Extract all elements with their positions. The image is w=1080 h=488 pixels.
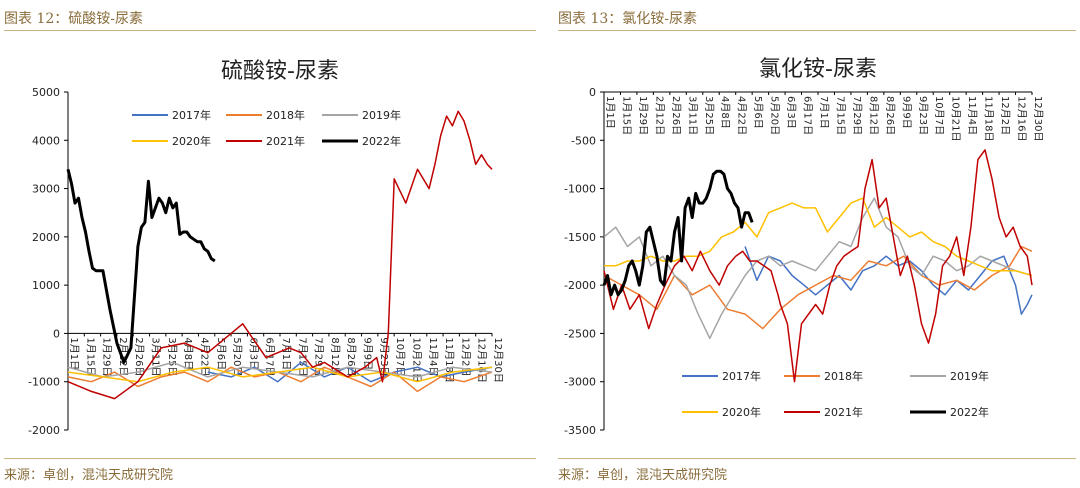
x-tick-label: 3月25日 xyxy=(703,96,715,135)
legend-label: 2018年 xyxy=(824,369,863,383)
x-tick-label: 3月11日 xyxy=(686,96,698,135)
x-tick-label: 5月6日 xyxy=(215,337,227,370)
y-tick-label: 2000 xyxy=(32,231,60,244)
x-tick-label: 1月1日 xyxy=(604,96,616,129)
x-tick-label: 10月7日 xyxy=(933,96,945,135)
legend-label: 2019年 xyxy=(950,369,989,383)
x-tick-label: 1月1日 xyxy=(68,337,80,370)
series-line-2019年 xyxy=(603,197,1033,340)
chart-left: 硫酸铵-尿素 5000 4000 3000 2000 1000 0 -1000 -2000 1月1… xyxy=(28,59,504,437)
y-tick-label: -1500 xyxy=(564,231,596,244)
y-tick-label: -1000 xyxy=(28,376,60,389)
legend-label: 2020年 xyxy=(722,405,761,419)
series-line-2021年 xyxy=(67,110,493,400)
x-tick-label: 5月20日 xyxy=(769,96,781,135)
x-tick-label: 3月25日 xyxy=(166,337,178,376)
x-tick-label: 9月23日 xyxy=(917,96,929,135)
x-tick-label: 7月1日 xyxy=(280,337,292,370)
y-tick-label: -500 xyxy=(571,134,596,147)
legend-label: 2022年 xyxy=(362,134,401,148)
y-tick-label: -3500 xyxy=(564,424,596,437)
bottom-divider xyxy=(4,458,536,459)
top-divider xyxy=(558,30,1076,31)
y-tick-label: -2000 xyxy=(564,279,596,292)
x-tick-label: 11月18日 xyxy=(983,96,995,141)
y-tick-label: -1000 xyxy=(564,183,596,196)
x-tick-label: 7月29日 xyxy=(851,96,863,135)
figure-caption: 图表 12：硫酸铵-尿素 xyxy=(4,11,143,27)
x-tick-label: 5月6日 xyxy=(752,96,764,129)
y-tick-label: 4000 xyxy=(32,134,60,147)
legend-label: 2021年 xyxy=(266,134,305,148)
legend-label: 2017年 xyxy=(172,108,211,122)
x-tick-label: 8月12日 xyxy=(867,96,879,135)
right-panel: 图表 13：氯化铵-尿素 氯化铵-尿素 0 -500 -1000 -1500 -2000 -… xyxy=(540,0,1080,488)
series-line-2021年 xyxy=(603,149,1033,383)
x-tick-label: 12月16日 xyxy=(1016,96,1028,141)
x-tick-label: 1月29日 xyxy=(637,96,649,135)
y-tick-label: -2000 xyxy=(28,424,60,437)
figure-caption: 图表 13：氯化铵-尿素 xyxy=(558,11,697,27)
x-tick-label: 8月26日 xyxy=(884,96,896,135)
legend-label: 2020年 xyxy=(172,134,211,148)
x-tick-label: 11月4日 xyxy=(966,96,978,135)
x-tick-label: 10月7日 xyxy=(394,337,406,376)
x-tick-label: 6月17日 xyxy=(802,96,814,135)
x-tick-label: 2月26日 xyxy=(133,337,145,376)
x-tick-label: 12月2日 xyxy=(459,337,471,376)
x-tick-label: 7月15日 xyxy=(834,96,846,135)
x-tick-label: 8月26日 xyxy=(345,337,357,376)
series-line-2022年 xyxy=(602,169,754,297)
x-tick-label: 4月22日 xyxy=(198,337,210,376)
x-tick-label: 6月3日 xyxy=(247,337,259,370)
y-tick-label: 1000 xyxy=(32,279,60,292)
legend-label: 2018年 xyxy=(266,108,305,122)
x-tick-label: 10月21日 xyxy=(950,96,962,141)
y-tick-label: 5000 xyxy=(32,86,60,99)
x-tick-label: 1月15日 xyxy=(620,96,632,135)
y-tick-label: 0 xyxy=(53,327,60,340)
source-note: 来源：卓创，混沌天成研究院 xyxy=(4,468,174,483)
x-tick-label: 6月17日 xyxy=(264,337,276,376)
top-divider xyxy=(4,30,536,31)
chart-title: 硫酸铵-尿素 xyxy=(221,59,339,84)
left-panel: 图表 12：硫酸铵-尿素 硫酸铵-尿素 5000 4000 3000 2000 1000 0… xyxy=(4,11,536,483)
x-tick-label: 4月8日 xyxy=(719,96,731,129)
x-tick-label: 11月4日 xyxy=(427,337,439,376)
y-tick-label: -3000 xyxy=(564,376,596,389)
x-tick-label: 12月30日 xyxy=(492,337,504,382)
x-tick-label: 4月22日 xyxy=(736,96,748,135)
x-tick-label: 6月3日 xyxy=(785,96,797,129)
bottom-divider xyxy=(558,458,1076,459)
series-line-2022年 xyxy=(66,168,216,364)
y-tick-label: 3000 xyxy=(32,183,60,196)
series-line-2017年 xyxy=(744,246,1033,315)
chart-title: 氯化铵-尿素 xyxy=(759,57,877,82)
series-line-2020年 xyxy=(604,197,1033,277)
y-tick-label: 0 xyxy=(589,86,596,99)
legend-label: 2021年 xyxy=(824,405,863,419)
x-tick-label: 1月15日 xyxy=(84,337,96,376)
x-tick-label: 4月8日 xyxy=(182,337,194,370)
legend-label: 2022年 xyxy=(950,405,989,419)
x-tick-label: 12月2日 xyxy=(999,96,1011,135)
x-tick-label: 7月15日 xyxy=(296,337,308,376)
y-tick-label: -2500 xyxy=(564,327,596,340)
x-tick-label: 2月26日 xyxy=(670,96,682,135)
x-tick-label: 2月12日 xyxy=(653,96,665,135)
x-tick-label: 7月1日 xyxy=(818,96,830,129)
x-tick-label: 10月21日 xyxy=(410,337,422,382)
legend-label: 2019年 xyxy=(362,108,401,122)
x-tick-label: 12月30日 xyxy=(1032,96,1044,141)
legend-label: 2017年 xyxy=(722,369,761,383)
chart-right: 氯化铵-尿素 0 -500 -1000 -1500 -2000 -2500 -3000 -350… xyxy=(564,57,1044,437)
x-tick-label: 5月20日 xyxy=(231,337,243,376)
x-tick-label: 9月9日 xyxy=(900,96,912,129)
source-note: 来源：卓创，混沌天成研究院 xyxy=(558,468,728,483)
x-tick-label: 1月29日 xyxy=(101,337,113,376)
